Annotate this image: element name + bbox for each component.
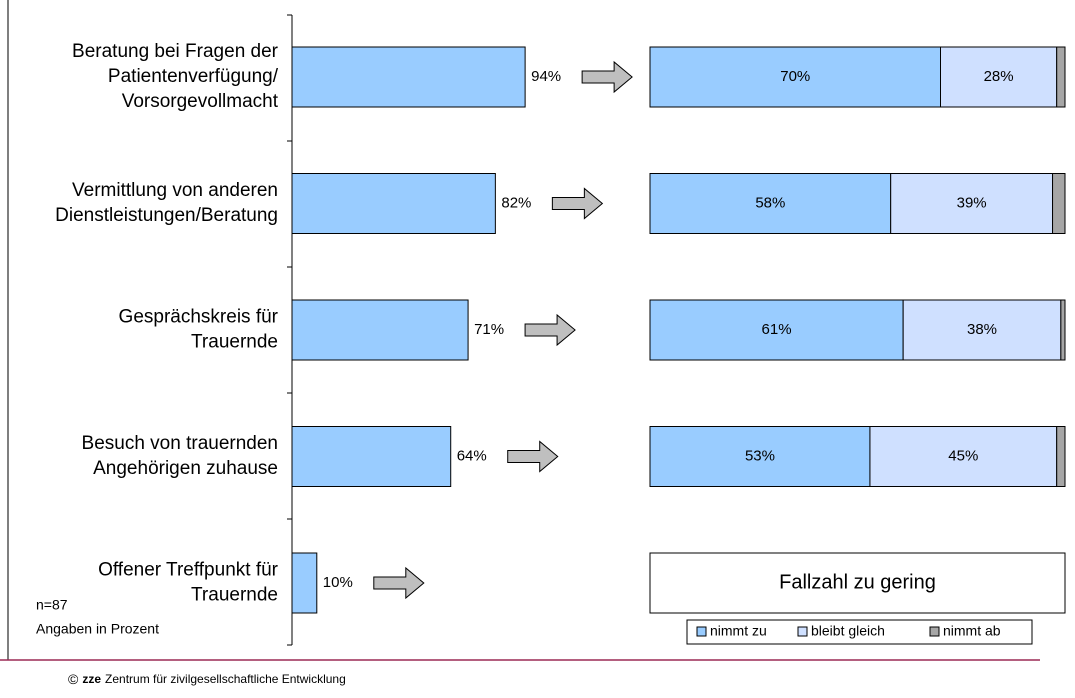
value-label: 58% [755, 194, 785, 211]
arrow [581, 60, 633, 94]
legend-label: nimmt zu [710, 623, 767, 639]
legend-label: bleibt gleich [811, 623, 885, 639]
bar-segment [649, 426, 871, 487]
arrow [373, 566, 425, 600]
value-label: 10% [323, 574, 353, 591]
value-label: 94% [531, 68, 561, 85]
footer: © zze Zentrum für zivilgesellschaftliche E… [68, 671, 346, 687]
bar-segment [869, 426, 1058, 487]
value-label: 38% [967, 321, 997, 338]
value-label: 45% [948, 447, 978, 464]
value-label: 39% [957, 194, 987, 211]
bar [291, 299, 469, 361]
legend [686, 619, 1033, 645]
category-label: Vermittlung von anderen [72, 180, 278, 201]
footer-brand: zze [82, 672, 101, 686]
category-label: Beratung bei Fragen der [72, 41, 279, 62]
bar-segment [649, 46, 941, 108]
category-label: Trauernde [191, 332, 278, 353]
category-label: Offener Treffpunkt für [98, 560, 279, 581]
category-label: Trauernde [191, 585, 278, 606]
category-label: Angehörigen zuhause [93, 458, 278, 479]
annotation: Fallzahl zu gering [779, 571, 936, 593]
bar-segment [890, 173, 1054, 234]
legend-swatch [797, 626, 808, 637]
arrow [524, 313, 576, 347]
note: n=87 [36, 597, 68, 613]
bar [291, 46, 526, 108]
bar [291, 552, 318, 614]
note: Angaben in Prozent [36, 621, 159, 637]
category-label: Dienstleistungen/Beratung [55, 205, 278, 226]
category-label: Patientenverfügung/ [108, 66, 279, 87]
arrow [507, 440, 559, 473]
no-data-box [649, 552, 1066, 614]
bar-segment [649, 173, 892, 234]
legend-swatch [929, 626, 940, 637]
bar-segment [1056, 426, 1066, 487]
legend-label: nimmt ab [943, 623, 1001, 639]
category-label: Vorsorgevollmacht [122, 91, 279, 112]
legend-swatch [696, 626, 707, 637]
bar-segment [649, 299, 904, 361]
category-label: Besuch von trauernden [82, 433, 278, 454]
value-label: 64% [457, 447, 487, 464]
value-label: 28% [984, 68, 1014, 85]
value-label: 82% [501, 194, 531, 211]
bar-segment [902, 299, 1062, 361]
bar-segment [940, 46, 1058, 108]
category-label: Gesprächskreis für [119, 307, 279, 328]
value-label: 61% [762, 321, 792, 338]
bar [291, 173, 496, 234]
bar [291, 426, 452, 487]
value-label: 53% [745, 447, 775, 464]
arrow [551, 187, 604, 220]
value-label: 70% [780, 68, 810, 85]
value-label: 71% [474, 321, 504, 338]
footer-symbol: © [68, 671, 79, 687]
footer-text: Zentrum für zivilgesellschaftliche Entwi… [105, 672, 346, 686]
bar-segment [1060, 299, 1066, 361]
bar-segment [1052, 173, 1066, 234]
bar-segment [1056, 46, 1066, 108]
